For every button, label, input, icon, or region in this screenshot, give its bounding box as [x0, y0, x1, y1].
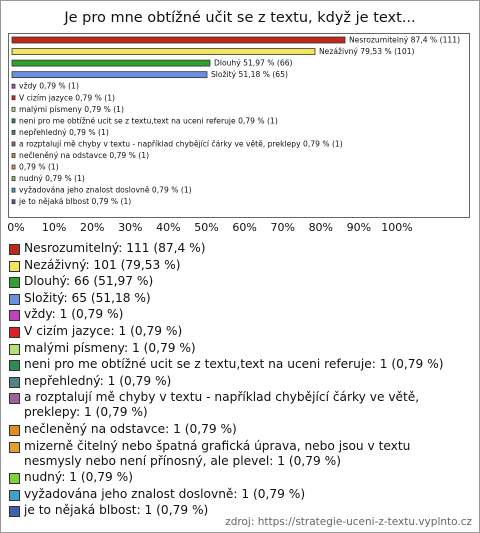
bar-label: vždy 0,79 % (1): [19, 82, 79, 91]
legend-swatch: [9, 489, 20, 501]
legend-item: V cizím jazyce: 1 (0,79 %): [9, 324, 467, 339]
legend-item: vyžadována jeho znalost doslovně: 1 (0,7…: [9, 487, 467, 502]
legend-label: Dlouhý: 66 (51,97 %): [24, 274, 154, 289]
legend-label: nečleněný na odstavce: 1 (0,79 %): [24, 421, 237, 436]
bar-label: Nesrozumitelný 87,4 % (111): [349, 36, 460, 45]
bar-label: nudný 0,79 % (1): [19, 174, 85, 183]
legend-swatch: [9, 277, 20, 289]
legend-swatch: [9, 310, 20, 322]
bar: [11, 153, 16, 158]
legend-item: Dlouhý: 66 (51,97 %): [9, 274, 467, 289]
legend-label: vyžadována jeho znalost doslovně: 1 (0,7…: [24, 486, 306, 501]
legend-swatch: [9, 441, 20, 453]
legend-label: V cizím jazyce: 1 (0,79 %): [24, 323, 183, 338]
legend-swatch: [9, 343, 20, 355]
legend-item: Složitý: 65 (51,18 %): [9, 291, 467, 306]
legend-swatch: [9, 326, 20, 338]
x-tick-label: 70%: [270, 221, 294, 234]
bar: [11, 176, 16, 182]
bar-label: Dlouhý 51,97 % (66): [214, 59, 293, 68]
bar-label: je to nějaká blbost 0,79 % (1): [18, 197, 131, 206]
x-tick-label: 10%: [42, 221, 66, 234]
bar-label: neni pro me obtížné ucit se z textu,text…: [19, 116, 278, 125]
bar-label: V cizím jazyce 0,79 % (1): [19, 93, 115, 102]
legend-item: vždy: 1 (0,79 %): [9, 307, 467, 322]
legend-label: Nesrozumitelný: 111 (87,4 %): [24, 241, 206, 255]
legend-label: a rozptalují mě chyby v textu - napříkla…: [24, 390, 420, 420]
bar: [11, 83, 16, 89]
bar: [11, 48, 316, 55]
legend-item: je to nějaká blbost: 1 (0,79 %): [9, 503, 467, 518]
bar: [11, 106, 16, 112]
legend-swatch: [9, 260, 20, 272]
bar-label: nepřehledný 0,79 % (1): [19, 128, 109, 137]
x-tick-label: 80%: [309, 221, 333, 234]
bar: [11, 36, 346, 44]
bar: [11, 95, 16, 101]
legend-swatch: [9, 244, 20, 255]
legend-label: malými písmeny: 1 (0,79 %): [24, 340, 196, 355]
bar: [11, 118, 16, 124]
legend-label: nepřehledný: 1 (0,79 %): [24, 373, 172, 388]
x-tick-label: 20%: [80, 221, 104, 234]
bar-label: Nezáživný 79,53 % (101): [319, 47, 415, 56]
x-tick-label: 90%: [347, 221, 371, 234]
bar-label: 0,79 % (1): [19, 163, 59, 172]
legend-swatch: [9, 360, 20, 372]
legend-swatch: [9, 473, 20, 485]
x-tick-label: 100%: [381, 221, 412, 234]
bar: [11, 71, 208, 79]
legend-label: nudný: 1 (0,79 %): [24, 470, 133, 485]
legend-item: malými písmeny: 1 (0,79 %): [9, 341, 467, 356]
legend-item: Nezáživný: 101 (79,53 %): [9, 258, 467, 273]
legend-label: mizerně čitelný nebo špatná grafická úpr…: [24, 438, 411, 468]
legend-swatch: [9, 506, 20, 518]
legend-item: a rozptalují mě chyby v textu - napříkla…: [9, 390, 467, 420]
bar-label: vyžadována jeho znalost doslovně 0,79 % …: [19, 186, 192, 195]
x-tick-label: 0%: [7, 221, 24, 234]
legend-label: Složitý: 65 (51,18 %): [24, 290, 151, 305]
bar-label: nečleněný na odstavce 0,79 % (1): [19, 151, 149, 160]
legend-item: mizerně čitelný nebo špatná grafická úpr…: [9, 439, 467, 469]
legend-item: nečleněný na odstavce: 1 (0,79 %): [9, 422, 467, 437]
x-tick-label: 30%: [118, 221, 142, 234]
legend-label: vždy: 1 (0,79 %): [24, 307, 124, 322]
x-tick-label: 60%: [232, 221, 256, 234]
legend-label: neni pro me obtížné ucit se z textu,text…: [24, 357, 444, 372]
bars: Nesrozumitelný 87,4 % (111) Nezáživný 79,…: [11, 36, 460, 206]
legend-swatch: [9, 293, 20, 305]
bar: [11, 187, 16, 193]
chart-title: Je pro mne obtížné učit se z textu, když…: [63, 10, 415, 26]
legend: Nesrozumitelný: 111 (87,4 %) Nezáživný: 1…: [9, 241, 467, 520]
legend-label: Nezáživný: 101 (79,53 %): [24, 257, 181, 272]
x-tick-label: 40%: [156, 221, 180, 234]
legend-item: nepřehledný: 1 (0,79 %): [9, 374, 467, 389]
bar-label: Složitý 51,18 % (65): [211, 70, 288, 79]
bar: [11, 199, 16, 205]
legend-swatch: [9, 376, 20, 388]
bar: [11, 129, 16, 135]
legend-item: nudný: 1 (0,79 %): [9, 470, 467, 485]
source: zdroj: https://strategie-uceni-z-textu.v…: [225, 516, 472, 528]
legend-swatch: [9, 424, 20, 436]
bar: [11, 59, 211, 67]
legend-label: je to nějaká blbost: 1 (0,79 %): [24, 503, 209, 518]
legend-swatch: [9, 393, 20, 405]
legend-item: neni pro me obtížné ucit se z textu,text…: [9, 357, 467, 372]
legend-item: Nesrozumitelný: 111 (87,4 %): [9, 241, 467, 256]
bar: [11, 141, 16, 147]
x-tick-label: 50%: [194, 221, 218, 234]
bar-label: malými písmeny 0,79 % (1): [19, 105, 124, 114]
bar: [11, 164, 16, 170]
bar-label: a rozptalují mě chyby v textu - napříkla…: [19, 139, 343, 148]
